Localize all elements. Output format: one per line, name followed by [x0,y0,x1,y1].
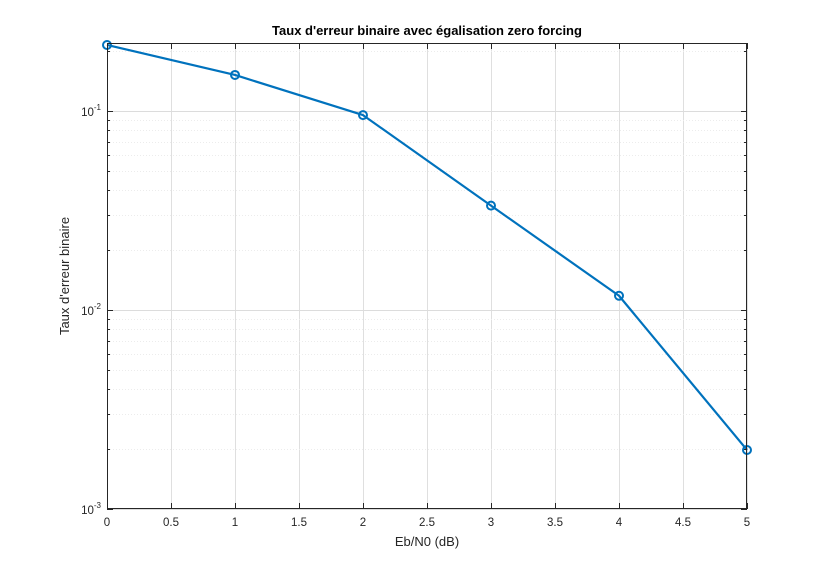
y-tick-label: 10-1 [81,103,101,119]
axis-ticks [107,43,748,510]
x-tick-labels: 0 0.5 1 1.5 2 2.5 3 3.5 4 4.5 5 [104,517,750,529]
x-tick-label: 2.5 [419,517,435,529]
y-axis-label: Taux d'erreur binaire [57,217,72,335]
y-tick-labels: 10-1 10-2 10-3 [81,103,101,517]
chart-title: Taux d'erreur binaire avec égalisation z… [272,23,582,38]
series-line [106,43,748,451]
data-point-marker [230,69,240,80]
x-tick-label: 0.5 [163,517,179,529]
x-tick-label: 4.5 [675,517,691,529]
y-tick-label: 10-3 [81,501,101,517]
x-tick-label: 1 [232,517,238,529]
data-point-marker [486,200,496,211]
x-tick-label: 0 [104,517,110,529]
data-point-marker [358,110,368,121]
data-point-marker [614,290,624,301]
x-tick-label: 5 [744,517,750,529]
x-tick-label: 3.5 [547,517,563,529]
x-tick-label: 2 [360,517,366,529]
x-tick-label: 3 [488,517,494,529]
grid [107,43,748,510]
x-axis-label: Eb/N0 (dB) [395,534,459,549]
y-tick-label: 10-2 [81,302,101,318]
x-tick-label: 4 [616,517,623,529]
x-tick-label: 1.5 [291,517,307,529]
